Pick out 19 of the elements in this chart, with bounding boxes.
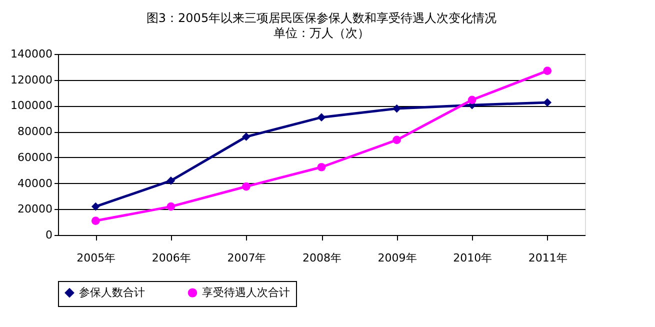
x-tick-label: 2008年 bbox=[302, 252, 342, 264]
chart-subtitle: 单位：万人（次） bbox=[274, 26, 370, 40]
x-tick-label: 2006年 bbox=[152, 252, 191, 264]
y-tick-label: 60000 bbox=[18, 150, 52, 164]
y-tick-label: 0 bbox=[46, 228, 52, 242]
y-tick-label: 140000 bbox=[10, 48, 52, 60]
legend-label: 享受待遇人次合计 bbox=[202, 286, 290, 299]
y-tick-label: 40000 bbox=[18, 176, 52, 190]
legend-label: 参保人数合计 bbox=[79, 286, 145, 299]
y-tick-label: 100000 bbox=[10, 99, 52, 112]
y-tick-label: 120000 bbox=[10, 73, 52, 86]
x-tick-label: 2007年 bbox=[227, 252, 266, 264]
y-tick-label: 80000 bbox=[18, 125, 52, 138]
x-tick-label: 2010年 bbox=[453, 252, 492, 264]
x-tick-label: 2009年 bbox=[378, 252, 417, 264]
x-tick-label: 2005年 bbox=[76, 252, 116, 264]
chart-title: 图3：2005年以来三项居民医保参保人数和享受待遇人次变化情况 bbox=[146, 11, 497, 25]
y-tick-label: 20000 bbox=[18, 202, 52, 216]
x-tick-label: 2011年 bbox=[528, 252, 568, 264]
